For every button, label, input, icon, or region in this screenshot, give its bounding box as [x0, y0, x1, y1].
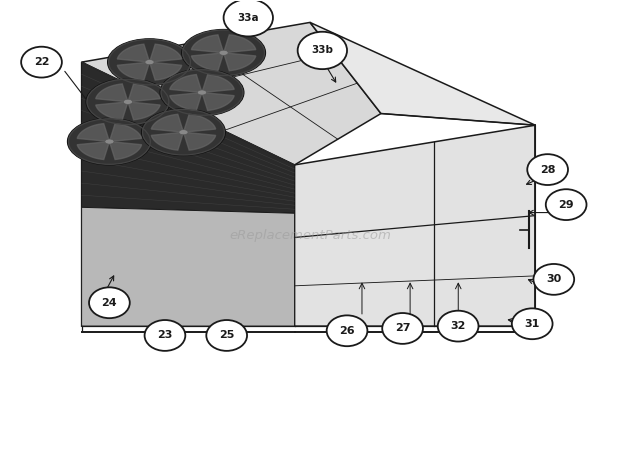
Polygon shape — [310, 23, 535, 125]
Circle shape — [438, 311, 479, 342]
Circle shape — [89, 287, 130, 318]
Ellipse shape — [68, 118, 151, 165]
Polygon shape — [170, 75, 202, 93]
Text: 29: 29 — [559, 200, 574, 210]
Polygon shape — [77, 141, 109, 159]
Text: 33b: 33b — [311, 46, 334, 55]
Polygon shape — [82, 62, 294, 326]
Text: 30: 30 — [546, 274, 562, 284]
Circle shape — [206, 320, 247, 351]
Polygon shape — [202, 93, 234, 110]
Ellipse shape — [141, 109, 226, 156]
Polygon shape — [184, 132, 216, 150]
Ellipse shape — [105, 139, 114, 144]
Ellipse shape — [107, 39, 192, 86]
Polygon shape — [151, 132, 184, 150]
Text: 22: 22 — [33, 57, 49, 67]
Text: 26: 26 — [339, 326, 355, 336]
Ellipse shape — [179, 130, 188, 135]
Text: 23: 23 — [157, 330, 172, 340]
Polygon shape — [109, 141, 141, 159]
Polygon shape — [149, 62, 182, 80]
Polygon shape — [82, 23, 381, 165]
Circle shape — [382, 313, 423, 344]
Polygon shape — [192, 35, 224, 53]
Text: 33a: 33a — [237, 13, 259, 23]
Polygon shape — [95, 84, 128, 102]
Circle shape — [533, 264, 574, 295]
Ellipse shape — [160, 69, 244, 116]
Circle shape — [546, 189, 587, 220]
Polygon shape — [294, 125, 535, 326]
Circle shape — [144, 320, 185, 351]
Polygon shape — [224, 53, 256, 70]
Circle shape — [224, 0, 273, 37]
Polygon shape — [82, 62, 294, 213]
Text: 32: 32 — [451, 321, 466, 331]
Polygon shape — [128, 102, 160, 120]
Polygon shape — [128, 84, 160, 102]
Circle shape — [327, 315, 368, 346]
Text: 24: 24 — [102, 298, 117, 308]
Ellipse shape — [219, 50, 228, 55]
Polygon shape — [202, 75, 234, 93]
Text: eReplacementParts.com: eReplacementParts.com — [229, 228, 391, 242]
Ellipse shape — [123, 99, 133, 104]
Circle shape — [21, 47, 62, 78]
Polygon shape — [184, 114, 216, 132]
Polygon shape — [224, 35, 256, 53]
Circle shape — [527, 154, 568, 185]
Polygon shape — [117, 62, 149, 80]
Text: 31: 31 — [525, 319, 540, 329]
Circle shape — [512, 308, 552, 339]
Polygon shape — [109, 124, 141, 141]
Ellipse shape — [182, 30, 265, 76]
Polygon shape — [77, 124, 109, 141]
Polygon shape — [192, 53, 224, 70]
Ellipse shape — [197, 90, 206, 95]
Ellipse shape — [145, 60, 154, 65]
Text: 28: 28 — [540, 164, 556, 174]
Polygon shape — [117, 44, 149, 62]
Circle shape — [298, 32, 347, 69]
Polygon shape — [151, 114, 184, 132]
Polygon shape — [149, 44, 182, 62]
Polygon shape — [170, 93, 202, 110]
Text: 25: 25 — [219, 330, 234, 340]
Ellipse shape — [86, 78, 170, 125]
Polygon shape — [82, 207, 294, 326]
Polygon shape — [95, 102, 128, 120]
Text: 27: 27 — [395, 323, 410, 333]
